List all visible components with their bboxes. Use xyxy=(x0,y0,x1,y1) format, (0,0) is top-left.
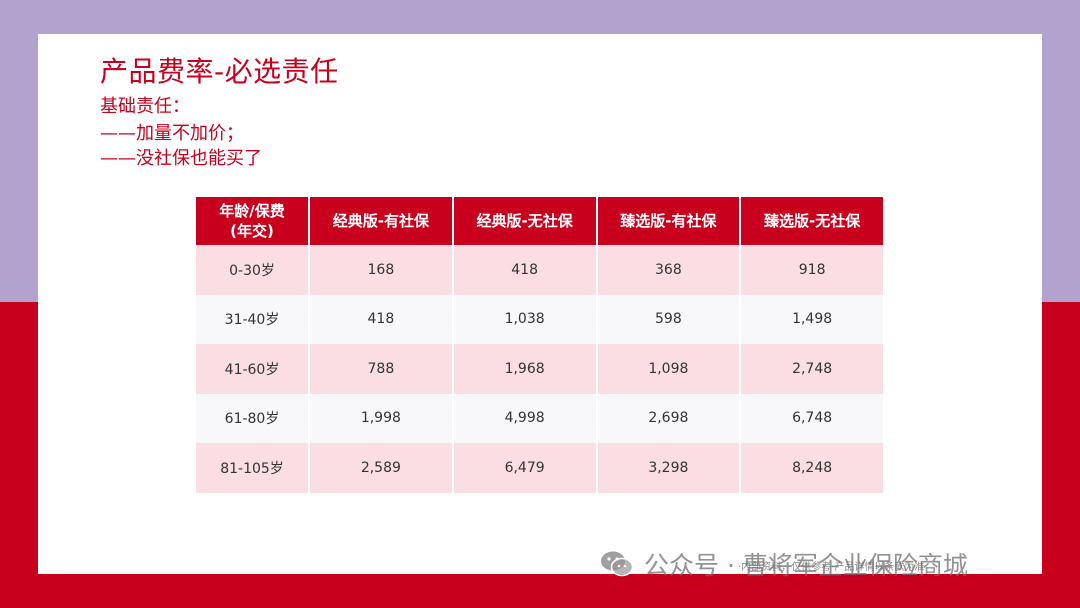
rate-cell: 788 xyxy=(310,344,452,394)
description-line: ——加量不加价； xyxy=(100,123,244,144)
header-classic-with-ss: 经典版-有社保 xyxy=(310,197,452,245)
rate-cell: 6,748 xyxy=(741,393,883,443)
rate-cell: 1,968 xyxy=(453,344,596,394)
rate-cell: 168 xyxy=(310,245,452,295)
rate-cell: 2,589 xyxy=(310,443,452,493)
rate-cell: 1,998 xyxy=(310,393,452,443)
age-cell: 41-60岁 xyxy=(196,344,308,394)
rate-cell: 6,479 xyxy=(453,443,596,493)
header-select-with-ss: 臻选版-有社保 xyxy=(597,197,740,245)
table-row: 0-30岁 168 418 368 918 xyxy=(196,245,883,295)
header-select-without-ss: 臻选版-无社保 xyxy=(741,197,883,245)
table-row: 41-60岁 788 1,968 1,098 2,748 xyxy=(196,344,883,394)
rate-cell: 3,298 xyxy=(597,443,740,493)
table-row: 81-105岁 2,589 6,479 3,298 8,248 xyxy=(196,443,883,493)
rate-cell: 8,248 xyxy=(741,443,883,493)
table-row: 61-80岁 1,998 4,998 2,698 6,748 xyxy=(196,393,883,443)
wechat-icon xyxy=(600,550,634,578)
header-age-line1: 年龄/保费 xyxy=(219,202,285,220)
rate-cell: 1,498 xyxy=(741,294,883,344)
age-cell: 81-105岁 xyxy=(196,443,308,493)
age-cell: 31-40岁 xyxy=(196,294,308,344)
rate-cell: 418 xyxy=(310,294,452,344)
header-age-line2: (年交) xyxy=(230,222,274,240)
footer-disclaimer: ·内部资料，仅供参考·产品详情以条款为准 xyxy=(738,562,925,573)
description-line: 基础责任： xyxy=(100,96,190,117)
rate-cell: 4,998 xyxy=(453,393,596,443)
rate-cell: 918 xyxy=(741,245,883,295)
header-age-premium: 年龄/保费 (年交) xyxy=(196,197,308,245)
rate-cell: 598 xyxy=(597,294,740,344)
rate-cell: 1,098 xyxy=(597,344,740,394)
table-header-row: 年龄/保费 (年交) 经典版-有社保 经典版-无社保 臻选版-有社保 臻选版-无社… xyxy=(196,197,883,245)
header-classic-without-ss: 经典版-无社保 xyxy=(453,197,596,245)
watermark: 公众号 · 曹将军企业保险商城 xyxy=(600,546,968,582)
rate-cell: 418 xyxy=(453,245,596,295)
slide-title: 产品费率-必选责任 xyxy=(100,55,339,88)
rate-cell: 1,038 xyxy=(453,294,596,344)
age-cell: 0-30岁 xyxy=(196,245,308,295)
age-cell: 61-80岁 xyxy=(196,393,308,443)
description-line: ——没社保也能买了 xyxy=(100,148,262,169)
slide-panel: 产品费率-必选责任 基础责任： ——加量不加价； ——没社保也能买了 年龄/保费… xyxy=(38,34,1042,574)
watermark-text: 公众号 · 曹将军企业保险商城 xyxy=(644,551,968,580)
table-row: 31-40岁 418 1,038 598 1,498 xyxy=(196,294,883,344)
premium-rate-table: 年龄/保费 (年交) 经典版-有社保 经典版-无社保 臻选版-有社保 臻选版-无社… xyxy=(194,197,885,493)
rate-cell: 2,698 xyxy=(597,393,740,443)
rate-cell: 2,748 xyxy=(741,344,883,394)
rate-cell: 368 xyxy=(597,245,740,295)
